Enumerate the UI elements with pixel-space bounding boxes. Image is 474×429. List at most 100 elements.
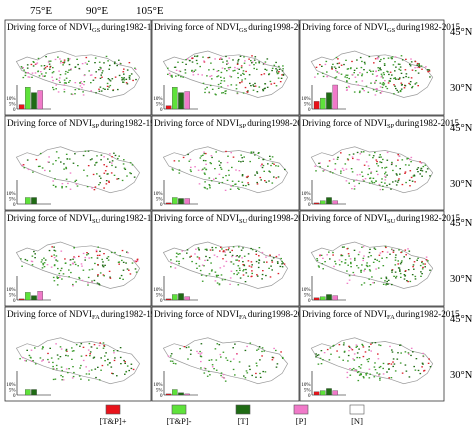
- driver-pixel: [258, 346, 261, 348]
- driver-pixel: [387, 57, 390, 59]
- driver-pixel: [345, 89, 348, 91]
- driver-pixel: [250, 266, 253, 268]
- driver-pixel: [365, 161, 368, 163]
- driver-pixel: [344, 259, 347, 261]
- driver-pixel: [391, 56, 394, 58]
- driver-pixel: [422, 355, 425, 357]
- driver-pixel: [179, 253, 181, 255]
- inset-bar: [332, 200, 338, 205]
- driver-pixel: [113, 352, 115, 354]
- driver-pixel: [263, 350, 265, 352]
- driver-pixel: [48, 156, 50, 158]
- driver-pixel: [52, 67, 54, 69]
- driver-pixel: [243, 73, 245, 75]
- driver-pixel: [250, 151, 253, 153]
- driver-pixel: [400, 251, 402, 254]
- driver-pixel: [202, 56, 204, 58]
- driver-pixel: [353, 69, 356, 71]
- driver-pixel: [420, 162, 423, 164]
- panel-title: Driving force of NDVIFAduring1998-2015: [154, 309, 312, 321]
- driver-pixel: [395, 66, 397, 68]
- driver-pixel: [167, 67, 169, 69]
- driver-pixel: [283, 263, 286, 265]
- driver-pixel: [421, 362, 424, 364]
- driver-pixel: [408, 376, 411, 378]
- driver-pixel: [135, 78, 137, 81]
- driver-pixel: [231, 254, 234, 257]
- driver-pixel: [80, 378, 82, 380]
- driver-pixel: [388, 73, 390, 76]
- driver-pixel: [272, 257, 275, 259]
- driver-pixel: [104, 88, 106, 90]
- driver-pixel: [134, 67, 136, 69]
- driver-pixel: [340, 64, 343, 66]
- driver-pixel: [111, 164, 113, 167]
- driver-pixel: [281, 266, 284, 268]
- driver-pixel: [123, 77, 125, 79]
- driver-pixel: [208, 257, 211, 259]
- driver-pixel: [55, 151, 58, 153]
- driver-pixel: [367, 256, 370, 258]
- driver-pixel: [368, 168, 371, 170]
- driver-pixel: [358, 251, 361, 253]
- driver-pixel: [366, 372, 368, 374]
- driver-pixel: [393, 77, 395, 80]
- driver-pixel: [359, 173, 361, 176]
- driver-pixel: [380, 277, 383, 279]
- driver-pixel: [388, 183, 391, 185]
- driver-pixel: [242, 264, 244, 266]
- driver-pixel: [69, 80, 71, 82]
- driver-pixel: [37, 165, 40, 168]
- driver-pixel: [415, 358, 418, 360]
- driver-pixel: [319, 166, 321, 168]
- driver-pixel: [199, 157, 202, 159]
- driver-pixel: [361, 264, 363, 266]
- driver-pixel: [239, 269, 241, 271]
- driver-pixel: [64, 258, 66, 260]
- driver-pixel: [358, 366, 360, 368]
- driver-pixel: [27, 76, 30, 78]
- driver-pixel: [381, 167, 383, 169]
- driver-pixel: [217, 87, 220, 89]
- driver-pixel: [53, 264, 56, 267]
- driver-pixel: [371, 342, 374, 344]
- driver-pixel: [352, 358, 354, 360]
- lat-label-30: 30°N: [450, 370, 473, 381]
- driver-pixel: [369, 177, 372, 179]
- driver-pixel: [229, 277, 232, 279]
- driver-pixel: [228, 68, 230, 71]
- panel-title-subscript: SU: [239, 218, 248, 225]
- driver-pixel: [62, 379, 65, 381]
- driver-pixel: [353, 180, 355, 182]
- driver-pixel: [43, 68, 46, 70]
- driver-pixel: [73, 371, 75, 374]
- driver-pixel: [255, 376, 257, 378]
- driver-pixel: [73, 256, 76, 259]
- driver-pixel: [336, 71, 339, 73]
- driver-pixel: [79, 82, 81, 84]
- driver-pixel: [315, 353, 317, 355]
- driver-pixel: [319, 357, 322, 359]
- driver-pixel: [93, 279, 96, 282]
- driver-pixel: [405, 75, 407, 78]
- driver-pixel: [198, 258, 201, 260]
- driver-pixel: [394, 370, 397, 372]
- driver-pixel: [208, 69, 210, 71]
- driver-pixel: [48, 63, 51, 65]
- driver-pixel: [209, 162, 212, 164]
- driver-pixel: [104, 170, 107, 172]
- driver-pixel: [230, 84, 233, 86]
- driver-pixel: [170, 262, 173, 264]
- driver-pixel: [361, 75, 363, 77]
- driver-pixel: [351, 349, 354, 351]
- driver-pixel: [205, 168, 207, 171]
- driver-pixel: [320, 363, 323, 365]
- driver-pixel: [398, 78, 401, 80]
- driver-pixel: [89, 159, 92, 161]
- driver-pixel: [381, 90, 383, 93]
- driver-pixel: [194, 55, 196, 57]
- driver-pixel: [379, 161, 381, 163]
- driver-pixel: [361, 343, 363, 346]
- driver-pixel: [326, 348, 329, 351]
- driver-pixel: [361, 175, 364, 177]
